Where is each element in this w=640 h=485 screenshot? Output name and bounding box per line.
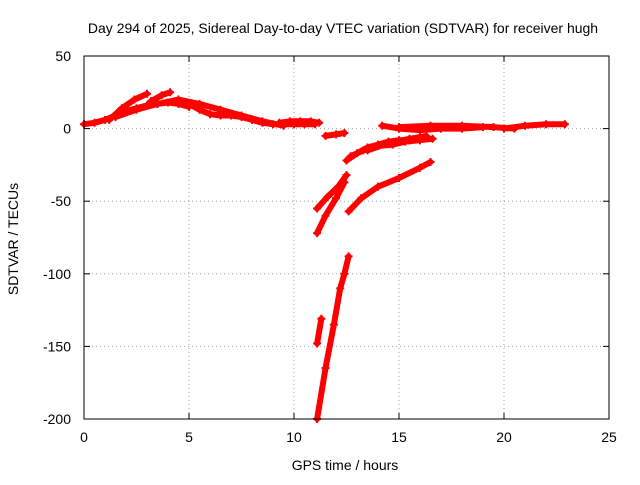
data-point (542, 120, 550, 129)
data-point (237, 112, 246, 121)
data-series-track-10 (314, 315, 325, 347)
data-tracks (80, 88, 569, 423)
data-point (317, 314, 326, 323)
plot-grid (84, 56, 609, 419)
x-tick-label: 20 (496, 429, 512, 445)
data-point (117, 104, 126, 113)
data-point (458, 121, 466, 130)
data-point (346, 152, 355, 161)
y-tick-label: -200 (43, 411, 71, 427)
data-point (329, 320, 338, 329)
data-point (384, 139, 393, 148)
data-point (296, 117, 305, 126)
data-point (315, 118, 324, 127)
data-point (227, 111, 235, 120)
x-tick-label: 15 (391, 429, 407, 445)
x-tick-label: 0 (80, 429, 88, 445)
data-point (258, 118, 267, 127)
data-point (332, 130, 340, 139)
data-point (489, 123, 498, 132)
data-point (248, 115, 256, 124)
data-point (363, 146, 372, 155)
data-point (306, 117, 315, 126)
y-tick-label: 50 (55, 48, 71, 64)
tick-labels: 0 5 10 15 20 25 -200 -150 -100 -50 0 50 (43, 48, 617, 445)
data-point (195, 105, 204, 114)
data-point (153, 99, 162, 108)
data-point (342, 156, 351, 165)
data-point (344, 252, 353, 261)
y-tick-label: -150 (43, 338, 71, 354)
data-point (378, 121, 387, 130)
data-point (357, 194, 366, 203)
data-point (332, 194, 340, 203)
data-point (285, 117, 294, 126)
data-point (185, 99, 193, 108)
data-point (374, 182, 382, 191)
data-point (130, 95, 139, 104)
data-point (105, 115, 114, 124)
axis-ticks (83, 55, 610, 420)
data-point (206, 110, 214, 119)
data-point (426, 121, 435, 130)
data-point (340, 128, 349, 137)
data-point (143, 89, 151, 98)
data-point (416, 163, 424, 172)
data-series-track-9 (314, 179, 348, 237)
data-point (395, 173, 403, 182)
data-point (426, 157, 435, 166)
data-point (405, 134, 414, 143)
data-point (174, 95, 183, 104)
data-point (216, 111, 225, 120)
data-point (111, 112, 120, 121)
data-series-track-11 (314, 253, 352, 422)
data-point (90, 118, 99, 127)
data-point (166, 88, 175, 97)
data-point (336, 284, 345, 293)
data-point (340, 178, 349, 187)
y-axis-label: SDTVAR / TECUs (5, 183, 21, 295)
data-point (395, 123, 403, 132)
data-point (132, 105, 141, 114)
data-point (340, 269, 349, 278)
data-point (344, 207, 353, 216)
data-point (313, 339, 322, 348)
x-tick-label: 25 (601, 429, 617, 445)
data-point (521, 121, 529, 130)
data-series-track-18 (501, 121, 568, 132)
data-point (560, 120, 569, 129)
y-tick-label: -100 (43, 266, 71, 282)
data-point (157, 91, 166, 100)
data-point (313, 229, 322, 238)
data-series-track-15 (345, 159, 434, 215)
y-tick-label: 0 (63, 121, 71, 137)
data-point (269, 120, 277, 129)
x-axis-label: GPS time / hours (292, 457, 399, 473)
y-tick-label: -50 (51, 193, 71, 209)
data-point (500, 124, 508, 133)
data-point (321, 131, 330, 140)
data-series-track-14 (364, 132, 430, 154)
data-point (428, 134, 437, 143)
chart-title: Day 294 of 2025, Sidereal Day-to-day VTE… (88, 20, 598, 36)
plot-border (83, 55, 610, 420)
x-tick-label: 5 (185, 429, 193, 445)
data-point (323, 192, 332, 201)
data-point (321, 211, 330, 220)
data-point (275, 118, 284, 127)
x-tick-label: 10 (286, 429, 302, 445)
data-point (342, 171, 351, 180)
data-point (313, 204, 322, 213)
data-point (422, 131, 431, 140)
data-point (321, 364, 330, 373)
